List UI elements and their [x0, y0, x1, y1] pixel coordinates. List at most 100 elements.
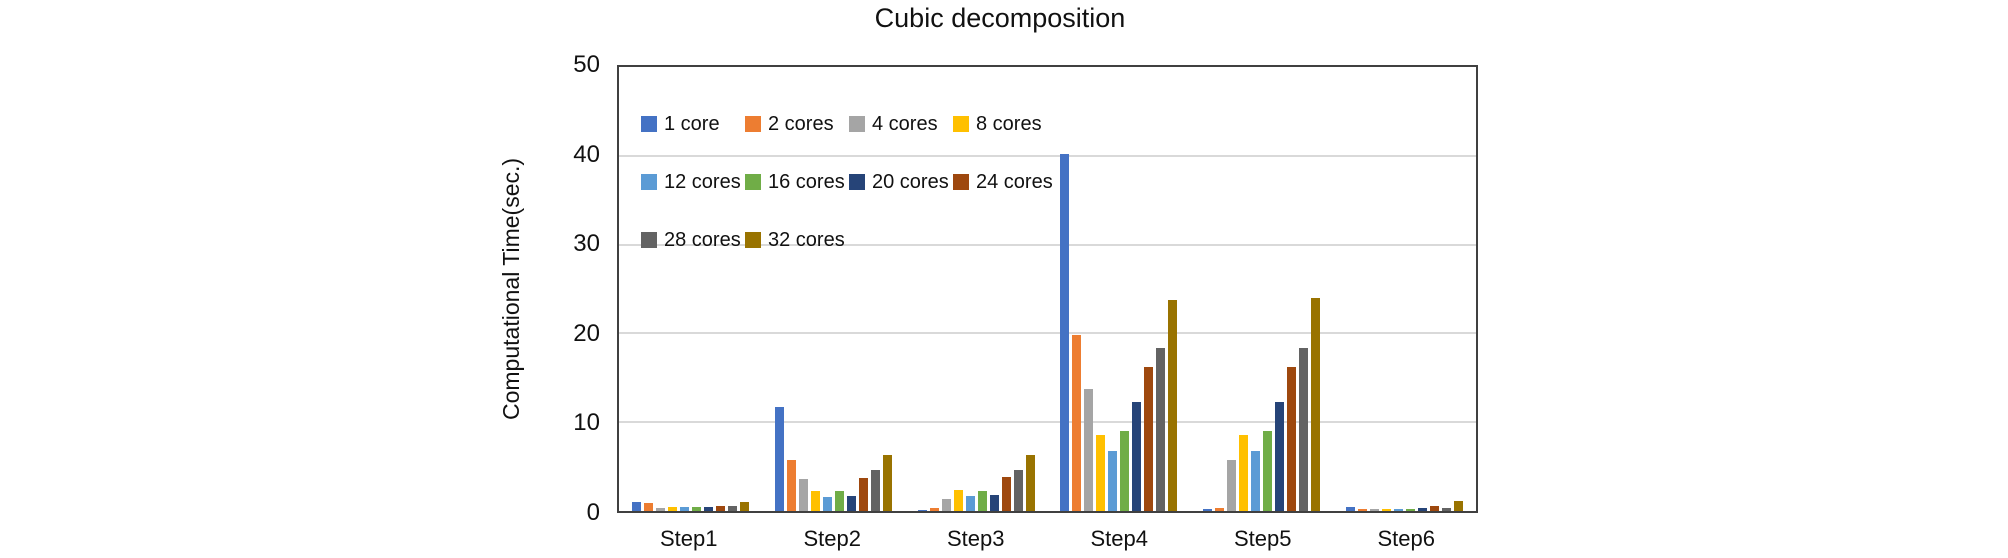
bar-32-cores	[1168, 299, 1178, 511]
bar-12-cores	[965, 495, 975, 511]
bar-20-cores	[1418, 508, 1428, 511]
bar-24-cores	[715, 506, 725, 511]
legend-label: 2 cores	[768, 113, 834, 135]
bar-28-cores	[870, 470, 880, 511]
bar-4-cores	[655, 507, 665, 511]
legend-item-1-core: 1 core	[641, 111, 745, 137]
legend-label: 4 cores	[872, 113, 938, 135]
bar-4-cores	[1370, 508, 1380, 511]
bar-28-cores	[727, 506, 737, 511]
bar-16-cores	[691, 507, 701, 511]
bar-4-cores	[941, 498, 951, 511]
bar-12-cores	[679, 507, 689, 511]
bar-24-cores	[1287, 367, 1297, 511]
bar-16-cores	[1120, 431, 1130, 511]
bar-4-cores	[1084, 389, 1094, 511]
legend-label: 32 cores	[768, 229, 845, 251]
legend-swatch-icon	[849, 116, 865, 132]
bar-24-cores	[1144, 367, 1154, 511]
bar-12-cores	[1108, 450, 1118, 511]
bar-20-cores	[1132, 401, 1142, 511]
legend-label: 12 cores	[664, 171, 741, 193]
legend-item-32-cores: 32 cores	[745, 227, 849, 253]
bar-8-cores	[667, 507, 677, 511]
bar-20-cores	[703, 507, 713, 511]
bar-16-cores	[977, 491, 987, 511]
bar-28-cores	[1442, 507, 1452, 511]
bar-16-cores	[834, 491, 844, 511]
bar-8-cores	[953, 489, 963, 511]
bar-1-core	[1346, 507, 1356, 511]
legend-swatch-icon	[641, 174, 657, 190]
legend-swatch-icon	[745, 232, 761, 248]
legend-swatch-icon	[745, 174, 761, 190]
legend-label: 24 cores	[976, 171, 1053, 193]
y-tick-label: 20	[573, 319, 600, 347]
bar-group-step5	[1190, 67, 1333, 511]
legend-item-4-cores: 4 cores	[849, 111, 953, 137]
bar-20-cores	[846, 495, 856, 511]
legend-item-8-cores: 8 cores	[953, 111, 1057, 137]
legend-label: 28 cores	[664, 229, 741, 251]
legend-swatch-icon	[953, 174, 969, 190]
bar-8-cores	[1239, 434, 1249, 511]
bar-group-step6	[1333, 67, 1476, 511]
legend-item-16-cores: 16 cores	[745, 169, 849, 195]
legend-label: 1 core	[664, 113, 720, 135]
x-tick-label: Step4	[1090, 526, 1149, 551]
bar-16-cores	[1263, 431, 1273, 511]
gridline	[619, 243, 1476, 246]
bar-2-cores	[1358, 508, 1368, 511]
legend: 1 core 2 cores 4 cores 8 cores 12 cores 16 co…	[641, 111, 1057, 285]
bar-16-cores	[1406, 509, 1416, 511]
gridline	[619, 421, 1476, 424]
bars-layer	[619, 67, 1476, 511]
bar-8-cores	[810, 490, 820, 511]
bar-24-cores	[1430, 506, 1440, 511]
legend-item-12-cores: 12 cores	[641, 169, 745, 195]
bar-32-cores	[1025, 455, 1035, 511]
bar-1-core	[1060, 154, 1070, 511]
bar-20-cores	[1275, 401, 1285, 511]
y-axis-ticks: 0 10 20 30 40 50	[540, 51, 600, 526]
bar-group-step2	[762, 67, 905, 511]
bar-2-cores	[1215, 507, 1225, 511]
legend-item-20-cores: 20 cores	[849, 169, 953, 195]
legend-row: 12 cores 16 cores 20 cores 24 cores	[641, 169, 1057, 195]
x-tick-label: Step5	[1234, 526, 1292, 551]
legend-swatch-icon	[745, 116, 761, 132]
legend-item-2-cores: 2 cores	[745, 111, 849, 137]
bar-group-step4	[1048, 67, 1191, 511]
bar-28-cores	[1013, 470, 1023, 511]
bar-20-cores	[989, 495, 999, 511]
legend-swatch-icon	[641, 116, 657, 132]
legend-swatch-icon	[953, 116, 969, 132]
bar-8-cores	[1096, 434, 1106, 511]
bar-1-core	[1203, 509, 1213, 511]
bar-32-cores	[1454, 501, 1464, 511]
bar-2-cores	[929, 508, 939, 511]
legend-row: 1 core 2 cores 4 cores 8 cores	[641, 111, 1057, 137]
y-axis-title: Computational Time(sec.)	[498, 157, 524, 421]
bar-1-core	[631, 502, 641, 511]
x-tick-label: Step6	[1377, 526, 1436, 551]
bar-8-cores	[1382, 508, 1392, 511]
bar-group-step1	[619, 67, 762, 511]
y-tick-label: 10	[573, 409, 600, 437]
gridline	[619, 332, 1476, 335]
y-tick-label: 50	[573, 51, 600, 78]
legend-swatch-icon	[849, 174, 865, 190]
legend-label: 20 cores	[872, 171, 949, 193]
bar-32-cores	[739, 501, 749, 511]
legend-label: 16 cores	[768, 171, 845, 193]
legend-item-28-cores: 28 cores	[641, 227, 745, 253]
bar-32-cores	[1311, 297, 1321, 511]
x-tick-label: Step3	[947, 526, 1005, 551]
bar-12-cores	[822, 496, 832, 511]
bar-24-cores	[858, 478, 868, 511]
bar-4-cores	[1227, 459, 1237, 511]
x-tick-label: Step2	[803, 526, 862, 551]
legend-label: 8 cores	[976, 113, 1042, 135]
legend-row: 28 cores 32 cores	[641, 227, 1057, 253]
